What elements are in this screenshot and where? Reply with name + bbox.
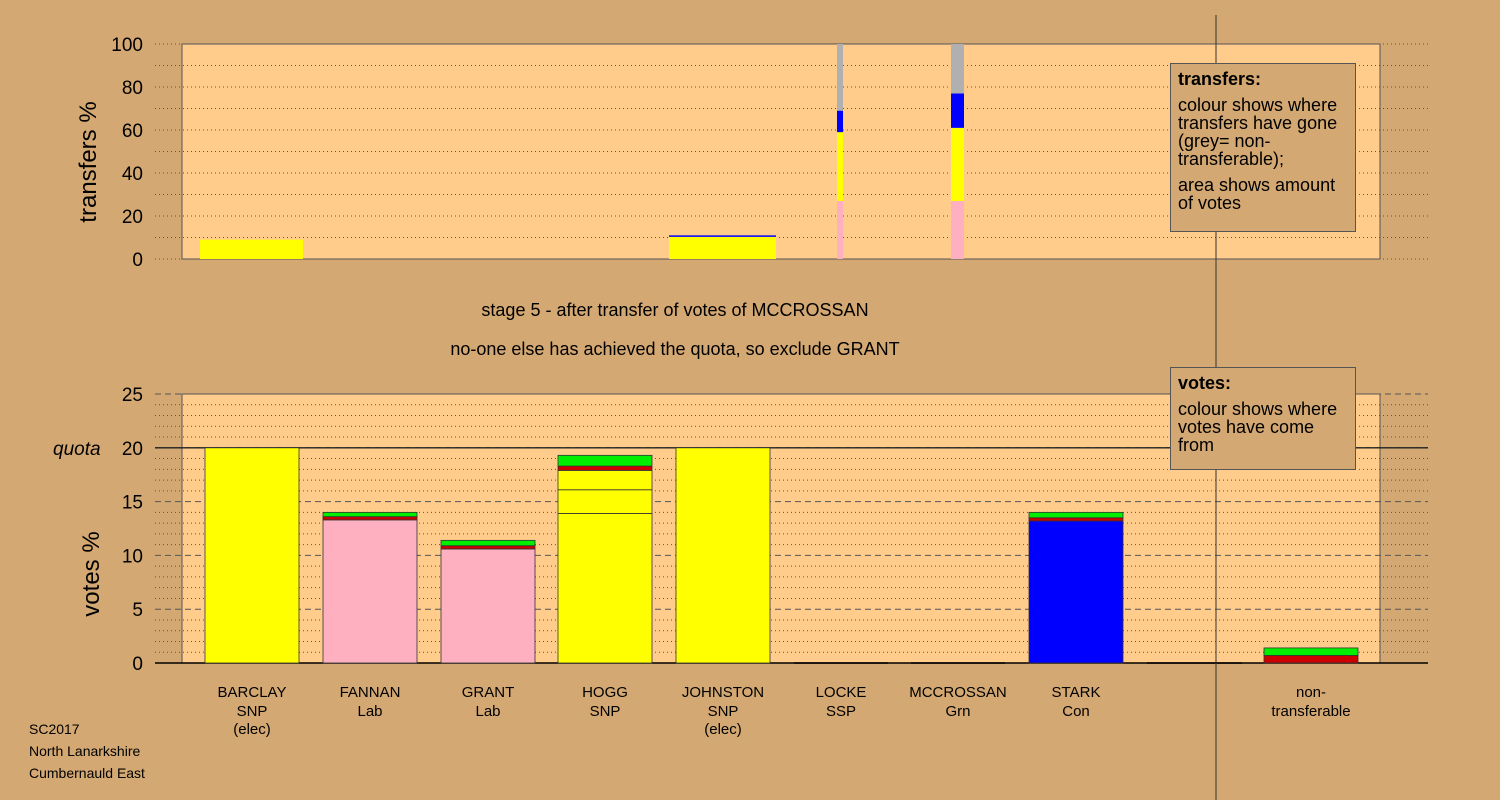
- quota-label: quota: [53, 439, 101, 460]
- category-name-label: JOHNSTON: [682, 684, 764, 701]
- transfers-note-line: area shows amount of votes: [1178, 175, 1336, 213]
- transfer-segment: [837, 44, 843, 111]
- category-name-label: FANNAN: [340, 684, 401, 701]
- stage-description: stage 5 - after transfer of votes of MCC…: [481, 300, 869, 320]
- transfers-bars: [200, 44, 964, 259]
- category-party-label: Lab: [475, 703, 500, 720]
- transfer-segment: [951, 127, 964, 201]
- vote-segment: [1028, 520, 1124, 664]
- votes-tick-label: 0: [132, 654, 143, 675]
- category-name-label: GRANT: [462, 684, 515, 701]
- category-name-label: HOGG: [582, 684, 628, 701]
- votes-note-heading: votes:: [1178, 373, 1232, 393]
- transfers-legend-note: transfers: colour shows where transfers …: [1170, 63, 1356, 232]
- transfers-tick-label: 40: [122, 164, 143, 185]
- council-label: North Lanarkshire: [29, 743, 141, 759]
- action-description: no-one else has achieved the quota, so e…: [450, 339, 900, 359]
- transfer-segment: [951, 44, 964, 94]
- votes-legend-note: votes: colour shows where votes have com…: [1170, 367, 1356, 470]
- ward-label: Cumbernauld East: [29, 765, 145, 781]
- category-name-label: MCCROSSAN: [909, 684, 1007, 701]
- transfers-note-heading: transfers:: [1178, 69, 1262, 89]
- vote-segment: [440, 545, 536, 550]
- transfers-tick-label: 80: [122, 78, 143, 99]
- category-name-label: non-: [1296, 684, 1326, 701]
- transfers-tick-label: 60: [122, 121, 143, 142]
- votes-bars: [204, 447, 1359, 664]
- transfer-segment: [837, 110, 843, 133]
- axes-text: 0 20 40 60 80 100 transfers % 0 5 10 15 20 25 quota vo…: [53, 35, 1351, 738]
- votes-tick-label: 25: [122, 385, 143, 406]
- election-label: SC2017: [29, 721, 80, 737]
- transfer-segment: [669, 236, 776, 259]
- transfer-segment: [951, 200, 964, 259]
- transfers-tick-label: 100: [111, 35, 143, 56]
- vote-segment: [557, 465, 653, 471]
- category-party-label: Con: [1062, 703, 1090, 720]
- vote-segment: [1028, 511, 1124, 519]
- category-name-label: LOCKE: [816, 684, 867, 701]
- vote-segment: [1263, 655, 1359, 664]
- votes-tick-label: 5: [132, 600, 143, 621]
- vote-segment: [557, 513, 653, 664]
- vote-segment: [440, 539, 536, 547]
- category-status-label: (elec): [233, 721, 271, 738]
- category-status-label: (elec): [704, 721, 742, 738]
- votes-axis-label: votes %: [78, 531, 105, 616]
- category-party-label: Lab: [357, 703, 382, 720]
- category-party-label: transferable: [1271, 703, 1350, 720]
- transfer-segment: [669, 235, 776, 237]
- vote-segment: [675, 447, 771, 664]
- vote-segment: [1263, 647, 1359, 656]
- vote-segment: [1028, 517, 1124, 522]
- transfer-segment: [837, 132, 843, 201]
- transfers-tick-label: 0: [132, 250, 143, 271]
- category-party-label: SNP: [237, 703, 268, 720]
- transfers-note-line: colour shows where transfers have gone (…: [1178, 95, 1338, 169]
- category-party-label: SSP: [826, 703, 856, 720]
- category-party-label: SNP: [590, 703, 621, 720]
- transfers-axis-label: transfers %: [75, 101, 102, 222]
- votes-tick-label: 20: [122, 439, 143, 460]
- category-name-label: STARK: [1052, 684, 1101, 701]
- category-party-label: Grn: [945, 703, 970, 720]
- vote-segment: [557, 489, 653, 514]
- votes-note-line: colour shows where votes have come from: [1178, 399, 1338, 455]
- vote-segment: [204, 447, 300, 664]
- transfer-segment: [200, 239, 303, 259]
- transfer-segment: [837, 200, 843, 259]
- category-name-label: BARCLAY: [218, 684, 287, 701]
- votes-tick-label: 10: [122, 546, 143, 567]
- category-party-label: SNP: [708, 703, 739, 720]
- transfers-tick-label: 20: [122, 207, 143, 228]
- votes-tick-label: 15: [122, 493, 143, 514]
- transfer-segment: [951, 93, 964, 128]
- vote-segment: [557, 454, 653, 467]
- vote-segment: [322, 516, 418, 521]
- vote-segment: [322, 511, 418, 518]
- vote-segment: [557, 469, 653, 491]
- vote-segment: [440, 548, 536, 664]
- vote-segment: [322, 519, 418, 664]
